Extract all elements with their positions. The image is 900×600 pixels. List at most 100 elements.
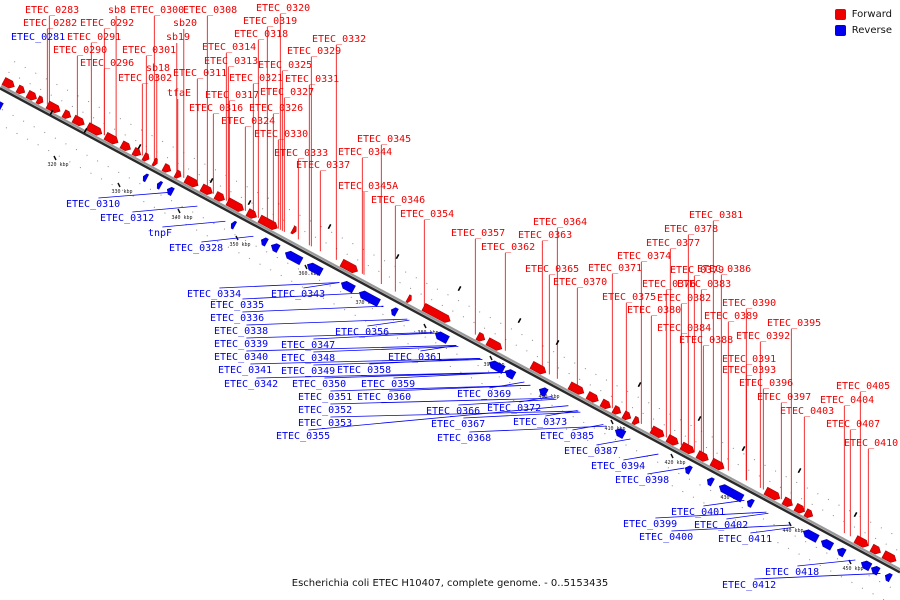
gene-label-etec-0373: ETEC_0373 [513,417,567,428]
gene-label-etec-0328: ETEC_0328 [169,243,223,254]
forward-gene [257,214,278,230]
feature-mark [517,317,522,324]
gene-label-etec-0353: ETEC_0353 [298,418,352,429]
reverse-gene [746,498,755,508]
leader-line [250,357,481,365]
feature-mark [209,178,214,184]
feature-mark [697,415,702,422]
gene-features [0,77,897,583]
leader-line [330,410,579,418]
gene-label-etec-0336: ETEC_0336 [210,313,264,324]
forward-gene [183,174,199,188]
gene-label-etec-0302: ETEC_0302 [118,73,172,84]
forward-gene [245,208,257,219]
leader-line [623,453,659,461]
gene-label-etec-0329: ETEC_0329 [287,46,341,57]
gene-label-etec-0334: ETEC_0334 [187,289,241,300]
forward-gene [339,258,358,274]
forward-gene [631,415,640,425]
forward-gene [599,398,611,410]
leader-line [572,424,604,431]
gene-label-etec-0356: ETEC_0356 [335,327,389,338]
reverse-gene [142,173,150,183]
feature-mark [137,144,142,150]
tick-label: 340 kbp [171,215,192,221]
gene-label-etec-0326: ETEC_0326 [249,103,303,114]
gene-label-sb20: sb20 [173,18,197,29]
leader-line [458,398,557,406]
gene-label-etec-0311: ETEC_0311 [173,68,227,79]
leader-line [420,345,457,352]
gene-label-etec-0324: ETEC_0324 [221,116,275,127]
reverse-gene [166,186,175,197]
gene-label-etec-0310: ETEC_0310 [66,199,120,210]
gene-label-etec-0349: ETEC_0349 [281,366,335,377]
feature-mark [637,381,642,388]
forward-gene [621,410,632,421]
leader-line [647,467,685,475]
forward-gene [803,508,814,518]
gene-label-etec-0418: ETEC_0418 [765,567,819,578]
leader-line [219,282,340,289]
leader-line [754,573,881,580]
forward-gene [71,114,85,127]
gene-label-etec-0318: ETEC_0318 [234,29,288,40]
gene-label-etec-0282: ETEC_0282 [23,18,77,29]
tick-mark [489,355,493,361]
forward-gene [290,225,297,235]
tick-label: 350 kbp [229,242,250,248]
gene-label-etec-0339: ETEC_0339 [214,339,268,350]
leader-line [469,425,607,433]
legend-forward: Forward [834,6,892,22]
gene-label-etec-0358: ETEC_0358 [337,365,391,376]
gene-label-etec-0319: ETEC_0319 [243,16,297,27]
legend-reverse-label: Reverse [851,24,892,36]
feature-mark [853,511,858,518]
reverse-gene [504,369,517,380]
gene-label-etec-0350: ETEC_0350 [292,379,346,390]
gene-label-etec-0359: ETEC_0359 [361,379,415,390]
map-caption: Escherichia coli ETEC H10407, complete g… [291,578,609,589]
gene-label-etec-0320: ETEC_0320 [256,3,310,14]
forward-gene [199,183,213,196]
gene-label-etec-0366: ETEC_0366 [426,406,480,417]
gene-label-etec-0368: ETEC_0368 [437,433,491,444]
forward-gene [405,294,412,303]
leader-line [367,319,410,327]
gene-label-sb19: sb19 [166,32,190,43]
tick-label: 450 kbp [842,566,863,572]
tick-label: 410 kbp [604,426,625,432]
leader-line [703,499,745,507]
feature-mark [457,285,462,292]
forward-gene [649,425,665,438]
gene-label-etec-0371: ETEC_0371 [588,263,642,274]
forward-swatch [834,8,846,20]
forward-gene [881,550,897,563]
leader-line [242,305,384,313]
leader-line [596,438,631,446]
gene-label-etec-0283: ETEC_0283 [25,5,79,16]
gene-label-etec-0410: ETEC_0410 [844,438,898,449]
leader-line [246,345,457,352]
leader-line [726,512,769,520]
gene-label-etec-0351: ETEC_0351 [298,392,352,403]
strand-legend: Forward Reverse [834,6,892,38]
leader-line [389,384,531,392]
gene-label-etec-0395: ETEC_0395 [767,318,821,329]
gene-label-etec-0383: ETEC_0383 [677,279,731,290]
gene-label-etec-0382: ETEC_0382 [657,293,711,304]
leader-line [545,410,578,417]
leader-line [797,559,856,567]
forward-gene [25,89,37,101]
gene-label-etec-0376: ETEC_0376 [642,279,696,290]
forward-gene [611,405,622,415]
gene-label-etec-0399: ETEC_0399 [623,519,677,530]
gene-label-etec-0372: ETEC_0372 [487,403,541,414]
forward-gene [15,84,26,95]
gene-label-etec-0300: ETEC_0300 [130,5,184,16]
tick-mark [423,323,427,329]
gene-label-etec-0314: ETEC_0314 [202,42,256,53]
feature-mark [327,224,332,230]
leader-line [655,511,767,519]
